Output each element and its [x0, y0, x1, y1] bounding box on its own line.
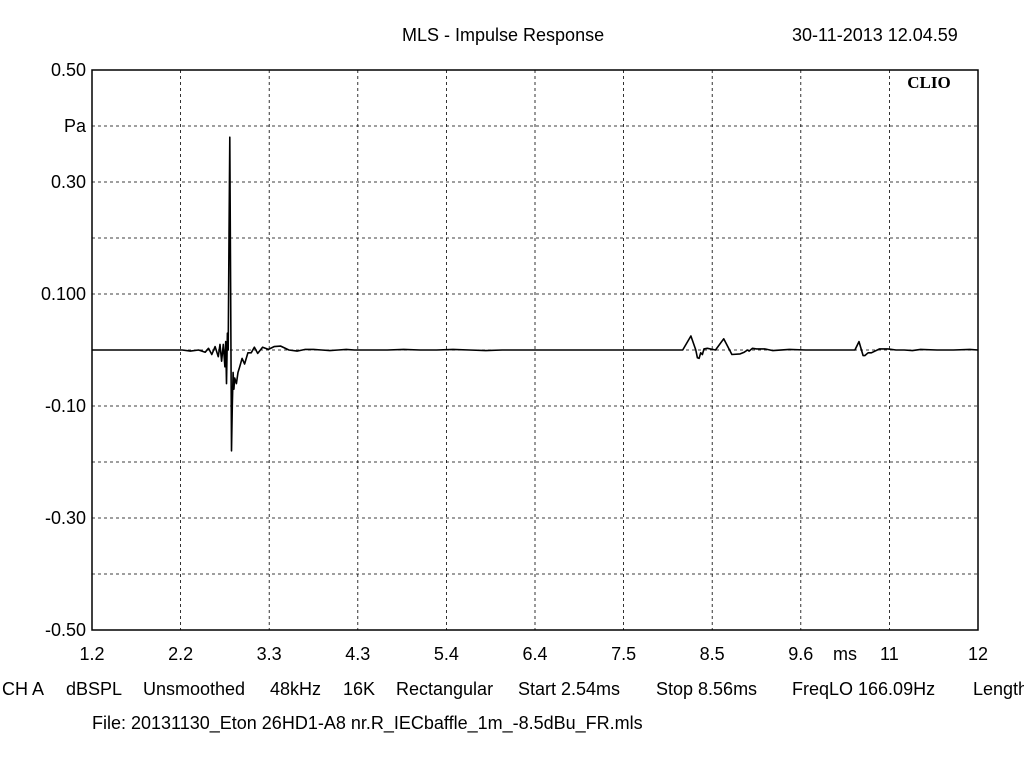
chart-title: MLS - Impulse Response [402, 25, 605, 45]
x-tick-label: 5.4 [434, 644, 459, 664]
status-window: Rectangular [396, 679, 494, 699]
x-tick-label: 8.5 [700, 644, 725, 664]
y-tick-label: -0.30 [45, 508, 86, 528]
x-tick-label: 3.3 [257, 644, 282, 664]
impulse-response-line [92, 136, 979, 452]
x-tick-label: 2.2 [168, 644, 193, 664]
x-tick-label: 7.5 [611, 644, 636, 664]
y-tick-label: -0.50 [45, 620, 86, 640]
status-start: Start 2.54ms [518, 679, 621, 699]
status-bar: CH A dBSPL Unsmoothed 48kHz 16K Rectangu… [0, 679, 1024, 703]
timestamp: 30-11-2013 12.04.59 [792, 25, 958, 45]
y-tick-label: -0.10 [45, 396, 86, 416]
status-units: dBSPL [66, 679, 123, 699]
y-tick-label: 0.30 [51, 172, 86, 192]
y-tick-label: 0.50 [51, 60, 86, 80]
status-size: 16K [343, 679, 376, 699]
status-freqlo: FreqLO 166.09Hz [792, 679, 936, 699]
y-tick-label: Pa [64, 116, 87, 136]
status-smoothing: Unsmoothed [143, 679, 246, 699]
x-tick-label: 4.3 [345, 644, 370, 664]
file-name: File: 20131130_Eton 26HD1-A8 nr.R_IECbaf… [92, 713, 643, 733]
x-tick-label: 6.4 [522, 644, 547, 664]
brand-logo: CLIO [907, 73, 950, 92]
y-tick-label: 0.100 [41, 284, 86, 304]
x-tick-label: 11 [880, 644, 899, 664]
status-samplerate: 48kHz [270, 679, 322, 699]
series-layer [92, 136, 979, 452]
status-channel: CH A [2, 679, 45, 699]
status-length: Length [973, 679, 1024, 699]
x-tick-label: 9.6 [788, 644, 813, 664]
x-axis-label: ms [833, 644, 857, 664]
y-axis-ticks: 0.50 Pa 0.30 0.100 -0.10 -0.30 -0.50 [41, 60, 87, 640]
impulse-plot: 0.50 Pa 0.30 0.100 -0.10 -0.30 -0.50 1.2 2.2 3.3… [41, 60, 988, 664]
x-tick-label: 1.2 [79, 644, 104, 664]
x-tick-label: 12 [968, 644, 988, 664]
status-stop: Stop 8.56ms [656, 679, 758, 699]
x-axis-ticks: 1.2 2.2 3.3 4.3 5.4 6.4 7.5 8.5 9.6 11 12 [79, 644, 988, 664]
